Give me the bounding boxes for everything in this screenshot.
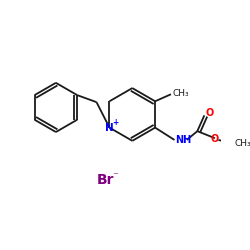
Text: CH₃: CH₃ <box>234 139 250 148</box>
Text: ⁻: ⁻ <box>112 171 118 181</box>
Text: +: + <box>112 118 119 127</box>
Text: Br: Br <box>96 173 114 187</box>
Text: O: O <box>205 108 214 118</box>
Text: NH: NH <box>175 135 192 145</box>
Text: N: N <box>105 123 114 133</box>
Text: O: O <box>211 134 219 144</box>
Text: CH₃: CH₃ <box>173 89 189 98</box>
